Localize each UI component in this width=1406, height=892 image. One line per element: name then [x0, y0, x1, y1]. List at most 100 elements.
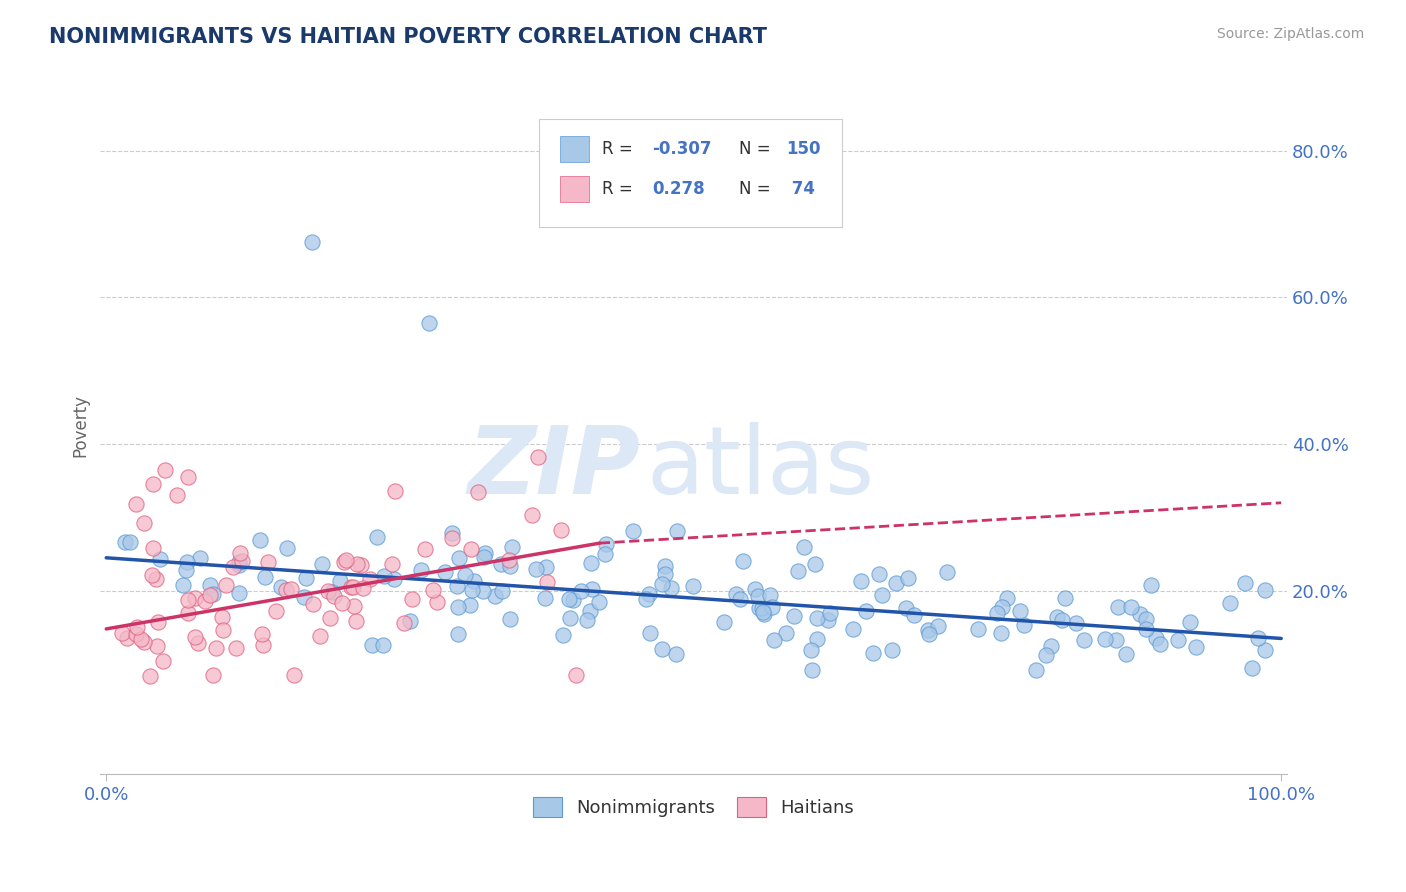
Point [166, 488, 188, 502]
Point [1119, 600, 1142, 615]
Point [373, 569, 395, 583]
Text: Source: ZipAtlas.com: Source: ZipAtlas.com [1216, 27, 1364, 41]
Point [422, 583, 444, 598]
Point [330, 596, 353, 610]
Point [142, 477, 165, 491]
Point [654, 559, 676, 574]
Point [333, 556, 356, 570]
Point [115, 631, 138, 645]
Point [752, 605, 775, 619]
Point [595, 547, 617, 561]
Point [401, 591, 423, 606]
Point [301, 235, 323, 250]
Point [986, 606, 1008, 620]
Point [229, 545, 252, 559]
Point [484, 589, 506, 603]
Point [862, 646, 884, 660]
Point [184, 591, 207, 606]
Point [855, 604, 877, 618]
Point [1107, 600, 1129, 615]
Point [1185, 640, 1208, 655]
Point [579, 556, 602, 570]
Point [578, 604, 600, 618]
Point [1144, 631, 1167, 645]
Point [411, 563, 433, 577]
Point [231, 554, 253, 568]
Point [142, 541, 165, 555]
Point [565, 668, 588, 682]
Point [200, 578, 222, 592]
Point [804, 557, 827, 571]
Point [114, 535, 136, 549]
Point [927, 619, 949, 633]
Point [1094, 632, 1116, 647]
Point [329, 574, 352, 588]
Point [872, 588, 894, 602]
Point [1149, 637, 1171, 651]
Point [146, 639, 169, 653]
Point [215, 578, 238, 592]
Point [664, 647, 686, 661]
Point [991, 599, 1014, 614]
Point [666, 524, 689, 538]
Point [145, 572, 167, 586]
Point [1052, 613, 1074, 627]
Point [177, 470, 200, 484]
Point [461, 582, 484, 597]
Point [1073, 632, 1095, 647]
Text: N =: N = [738, 140, 776, 158]
Point [868, 566, 890, 581]
Point [1064, 616, 1087, 631]
Point [399, 614, 422, 628]
Point [366, 530, 388, 544]
Point [489, 557, 512, 571]
Point [283, 668, 305, 682]
Point [125, 620, 148, 634]
Point [359, 572, 381, 586]
Point [382, 572, 405, 586]
Point [264, 603, 287, 617]
Point [747, 589, 769, 603]
Point [1105, 632, 1128, 647]
Point [253, 570, 276, 584]
Point [381, 557, 404, 571]
Point [120, 534, 142, 549]
Point [474, 550, 496, 565]
Point [621, 524, 644, 538]
Point [433, 566, 456, 580]
Point [748, 600, 770, 615]
Point [1234, 575, 1257, 590]
Point [132, 516, 155, 530]
Point [595, 537, 617, 551]
Point [651, 642, 673, 657]
Point [153, 463, 176, 477]
Point [1240, 660, 1263, 674]
Point [458, 598, 481, 612]
Point [550, 523, 572, 537]
Point [897, 571, 920, 585]
Point [917, 623, 939, 637]
Point [211, 623, 233, 637]
Point [728, 591, 751, 606]
Point [654, 566, 676, 581]
Point [371, 638, 394, 652]
Point [339, 581, 361, 595]
Point [884, 575, 907, 590]
Point [1025, 663, 1047, 677]
Point [343, 599, 366, 613]
Point [1135, 622, 1157, 636]
Point [349, 558, 371, 573]
Point [499, 559, 522, 574]
Point [295, 571, 318, 585]
Point [280, 582, 302, 596]
Point [447, 627, 470, 641]
FancyBboxPatch shape [560, 136, 589, 162]
Point [1012, 617, 1035, 632]
Point [1254, 643, 1277, 657]
Point [460, 542, 482, 557]
Point [558, 592, 581, 607]
Text: R =: R = [602, 140, 638, 158]
Point [651, 577, 673, 591]
Point [474, 546, 496, 560]
Point [990, 626, 1012, 640]
